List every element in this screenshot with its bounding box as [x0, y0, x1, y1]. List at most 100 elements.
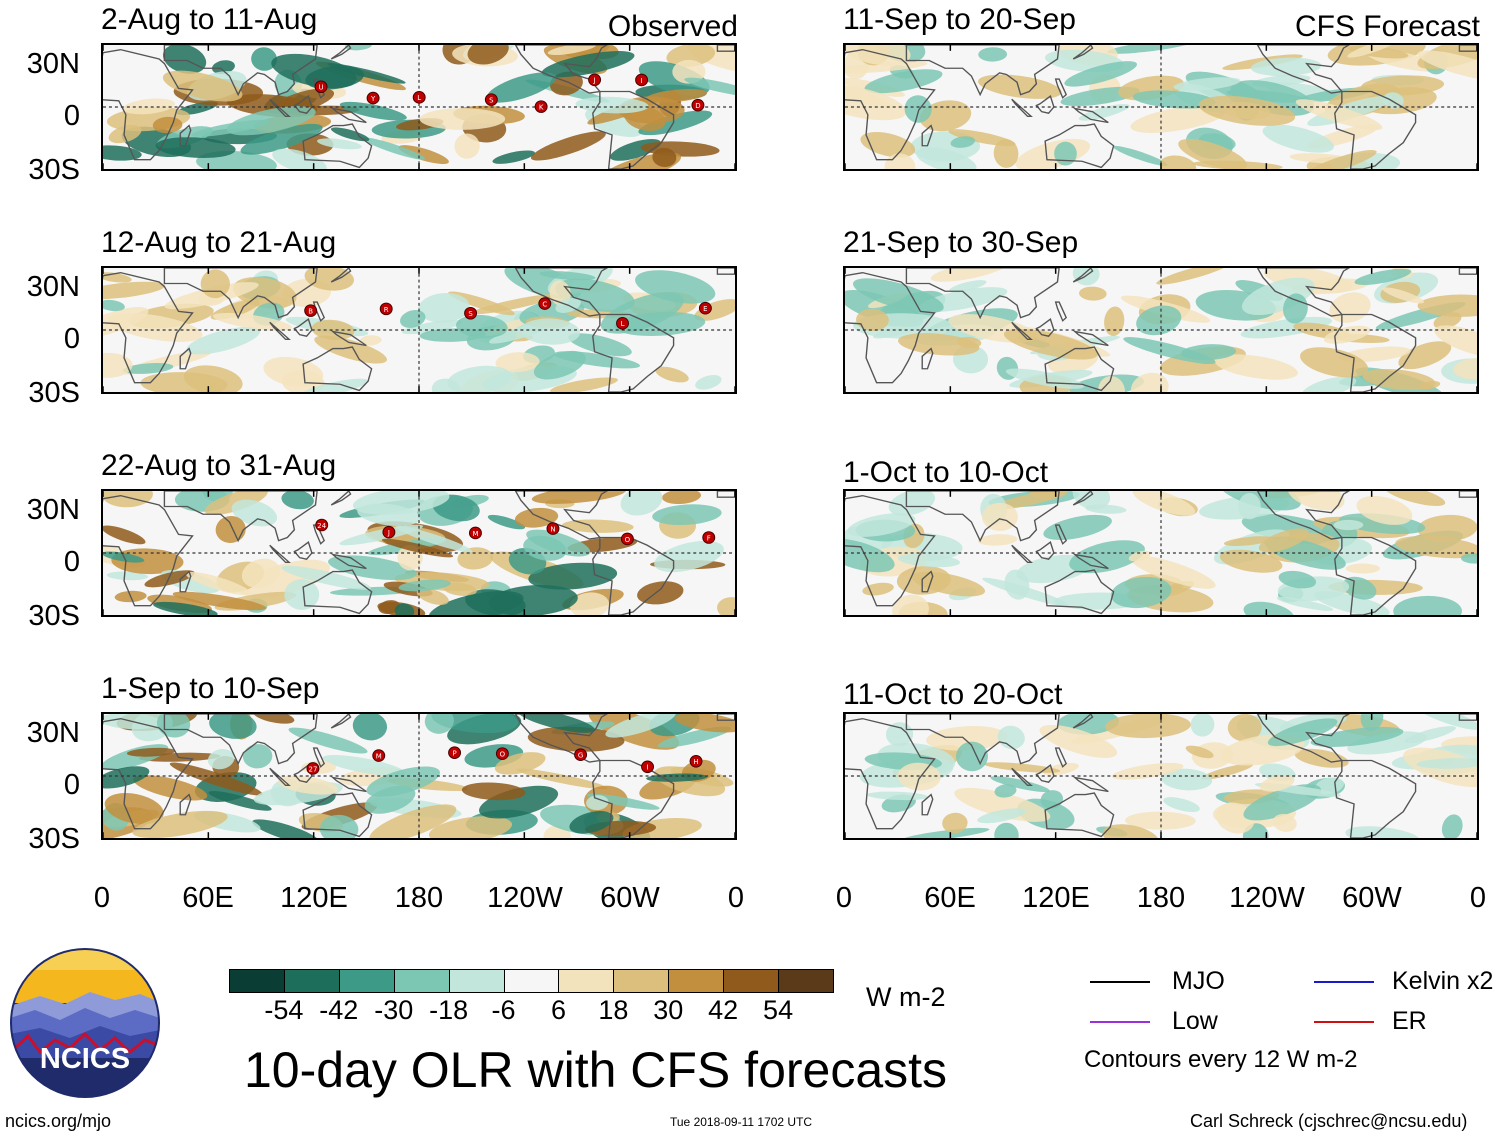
lat-label: 0: [63, 323, 80, 355]
legend-label-kelvin: Kelvin x2: [1392, 967, 1494, 995]
olr-anomaly-blob: [654, 766, 726, 797]
olr-anomaly-blob: [186, 326, 261, 355]
coastline: [269, 544, 291, 563]
storm-marker: F: [702, 531, 716, 544]
olr-anomaly-blob: [419, 328, 486, 342]
colorbar-swatch: [558, 969, 615, 993]
olr-anomaly-blob: [208, 791, 272, 811]
coastline: [163, 491, 318, 543]
olr-anomaly-blob: [1110, 576, 1172, 609]
olr-anomaly-blob: [1345, 826, 1421, 838]
olr-anomaly-blob: [314, 335, 387, 364]
olr-anomaly-blob: [666, 45, 716, 68]
coastline: [1458, 45, 1477, 52]
storm-marker: D: [691, 98, 705, 112]
lon-label: 120W: [487, 882, 563, 914]
storm-label: M: [472, 530, 478, 538]
colorbar-swatch: [778, 969, 834, 993]
olr-anomaly-blob: [252, 819, 320, 838]
coastline: [1256, 45, 1351, 94]
olr-anomaly-blob: [183, 365, 243, 392]
storm-label: G: [578, 752, 583, 760]
storm-label: L: [417, 94, 421, 102]
storm-label: J: [593, 77, 596, 85]
storm-label: B: [308, 308, 313, 316]
coastline: [330, 714, 352, 729]
coastline: [179, 347, 192, 370]
contour-note: Contours every 12 W m-2: [1084, 1046, 1358, 1073]
coastline: [1072, 491, 1094, 506]
olr-anomaly-blob: [1333, 519, 1364, 531]
olr-anomaly-blob: [652, 504, 722, 526]
main-title: 10-day OLR with CFS forecasts: [244, 1042, 948, 1098]
lat-label: 30N: [26, 271, 80, 303]
coastline: [716, 45, 735, 52]
olr-anomaly-blob: [562, 519, 634, 533]
olr-anomaly-blob: [126, 747, 176, 757]
olr-anomaly-blob: [605, 714, 676, 738]
olr-anomaly-blob: [328, 555, 417, 581]
olr-anomaly-blob: [1198, 95, 1296, 126]
storm-marker: B: [304, 304, 318, 317]
olr-anomaly-blob: [1113, 145, 1168, 166]
olr-anomaly-blob: [1453, 357, 1477, 380]
olr-anomaly-blob: [152, 116, 183, 134]
olr-anomaly-blob: [1259, 775, 1295, 792]
storm-marker: 27: [306, 762, 320, 775]
coastline: [1256, 268, 1351, 317]
olr-anomaly-blob: [1105, 714, 1191, 739]
colorbar-swatch: [283, 969, 340, 993]
coastline: [103, 271, 194, 384]
coastline: [845, 494, 936, 607]
olr-anomaly-blob: [1201, 763, 1254, 780]
olr-anomaly-blob: [1069, 540, 1145, 574]
storm-marker: Y: [366, 91, 380, 105]
olr-anomaly-blob: [277, 775, 339, 795]
coastline: [269, 321, 291, 340]
olr-anomaly-blob: [1243, 601, 1295, 615]
olr-anomaly-blob: [489, 584, 578, 615]
storm-marker: M: [372, 749, 386, 762]
map-graphic: U Y L S K J I D: [103, 45, 735, 169]
lat-label: 30N: [26, 717, 80, 749]
olr-anomaly-blob: [528, 562, 618, 590]
storm-marker: L: [412, 91, 426, 104]
lat-label: 0: [63, 769, 80, 801]
olr-anomaly-blob: [241, 558, 280, 589]
olr-anomaly-blob: [209, 714, 257, 739]
olr-anomaly-blob: [284, 579, 320, 610]
coastline: [905, 45, 1060, 97]
storm-label: F: [707, 534, 711, 542]
olr-anomaly-blob: [866, 791, 929, 801]
olr-anomaly-blob: [888, 491, 936, 516]
olr-anomaly-blob: [1123, 337, 1216, 365]
coastline: [592, 90, 675, 169]
olr-anomaly-blob: [1054, 141, 1077, 166]
observed-title: Observed: [607, 10, 738, 43]
olr-anomaly-blob: [569, 811, 614, 834]
footer-url[interactable]: ncics.org/mjo: [5, 1111, 112, 1131]
coastline: [514, 268, 609, 317]
olr-anomaly-blob: [569, 592, 610, 615]
olr-anomaly-blob: [1434, 325, 1477, 357]
panel-title: 1-Oct to 10-Oct: [843, 456, 1049, 489]
olr-anomaly-blob: [1156, 268, 1231, 285]
coastline: [1334, 313, 1417, 392]
olr-anomaly-blob: [156, 714, 191, 738]
colorbar-tick-label: 54: [763, 995, 794, 1025]
olr-anomaly-blob: [1278, 570, 1317, 589]
olr-anomaly-blob: [694, 299, 735, 321]
olr-anomaly-blob: [319, 814, 359, 838]
olr-anomaly-blob: [520, 318, 581, 345]
storm-label: 27: [309, 765, 318, 773]
olr-anomaly-blob: [322, 754, 406, 777]
ncics-logo: NCICS: [10, 948, 160, 1098]
coastline: [845, 717, 936, 830]
olr-anomaly-blob: [845, 538, 895, 573]
colorbar-tick-label: 6: [550, 995, 566, 1025]
olr-anomaly-blob: [543, 825, 571, 838]
storm-label: N: [550, 526, 555, 534]
olr-anomaly-blob: [1190, 714, 1215, 737]
storm-marker: I: [641, 760, 655, 774]
olr-anomaly-blob: [1345, 563, 1381, 574]
